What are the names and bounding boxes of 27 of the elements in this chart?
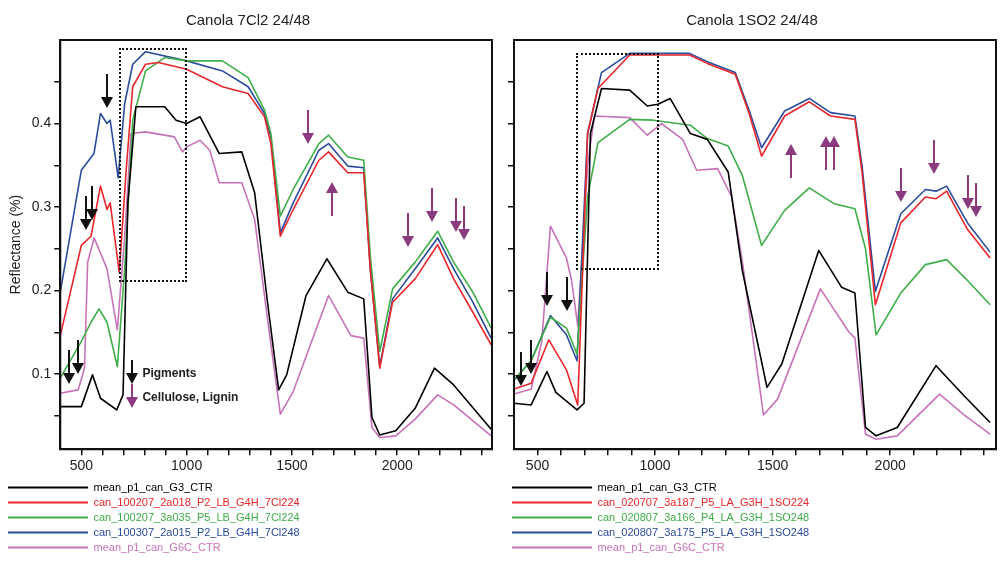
- x-tick-label: 500: [525, 457, 550, 474]
- x-tick-label: 2000: [874, 457, 906, 474]
- x-tick-label: 500: [69, 457, 94, 474]
- y-tick-label: 0.2: [31, 281, 52, 298]
- chart-title: Canola 7Cl2 24/48: [185, 11, 311, 29]
- x-tick-label: 2000: [381, 457, 414, 474]
- annotation: Pigments: [142, 366, 197, 381]
- text: can_020707_3a187_P5_LA_G3H_1SO224: [597, 495, 810, 508]
- x-tick-label: 1000: [171, 457, 203, 474]
- text: can_100307_2a015_P2_LB_G4H_7Cl248: [93, 525, 300, 538]
- x-tick-label: 1500: [276, 457, 308, 474]
- chart-title: Canola 1SO2 24/48: [686, 11, 818, 29]
- x-tick-label: 1000: [639, 457, 671, 474]
- text: mean_p1_can_G3_CTR: [93, 480, 213, 493]
- text: can_020807_3a166_P4_LA_G3H_1SO248: [597, 510, 810, 523]
- text: can_100207_3a035_P5_LB_G4H_7Cl224: [93, 510, 300, 523]
- y-tick-label: 0.1: [31, 364, 52, 381]
- y-axis-title: Reflectance (%): [7, 194, 24, 295]
- x-tick-label: 1500: [757, 457, 789, 474]
- y-tick-label: 0.4: [31, 114, 52, 131]
- y-tick-label: 0.3: [31, 197, 52, 214]
- text: can_100207_2a018_P2_LB_G4H_7Cl224: [93, 495, 300, 508]
- annotation: Cellulose, Lignin: [142, 390, 239, 405]
- text: can_020807_3a175_P5_LA_G3H_1SO248: [597, 525, 810, 538]
- text: mean_p1_can_G6C_CTR: [597, 540, 725, 553]
- text: mean_p1_can_G3_CTR: [597, 480, 717, 493]
- text: mean_p1_can_G6C_CTR: [93, 540, 221, 553]
